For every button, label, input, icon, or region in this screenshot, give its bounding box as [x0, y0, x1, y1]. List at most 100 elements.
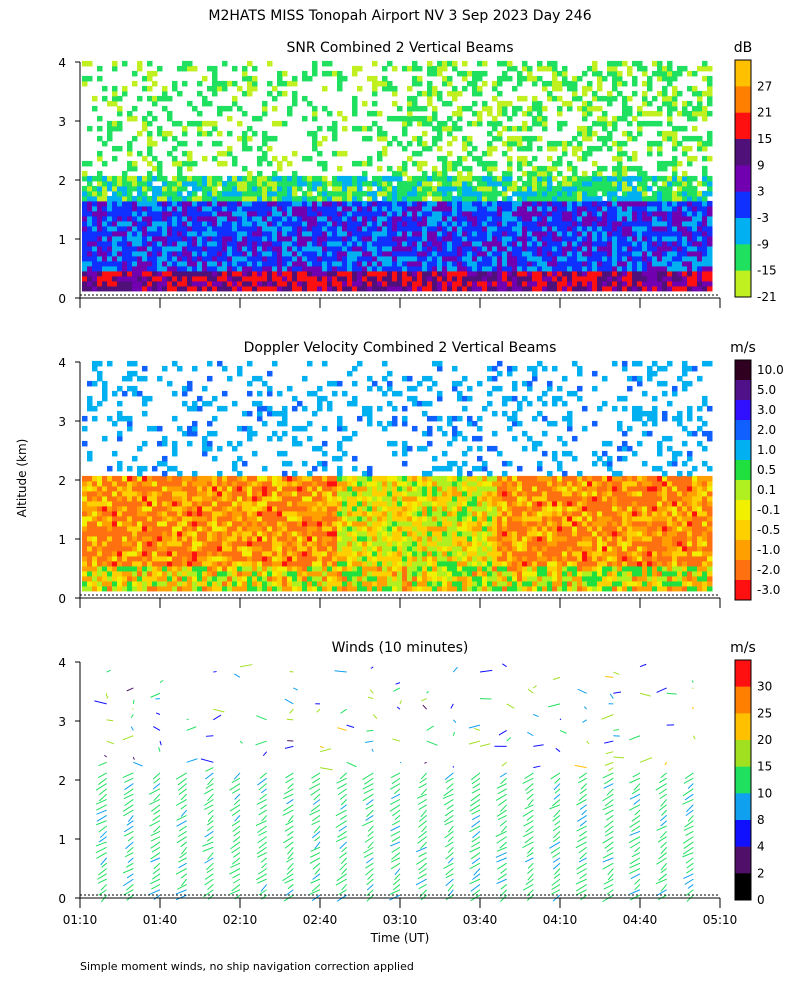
heatmap-cell — [172, 415, 178, 422]
heatmap-cell — [522, 75, 528, 82]
heatmap-cell — [242, 280, 248, 287]
heatmap-cell — [527, 110, 533, 117]
heatmap-cell — [392, 280, 398, 287]
heatmap-cell — [447, 250, 453, 257]
heatmap-cell — [512, 270, 518, 277]
heatmap-cell — [527, 240, 533, 247]
heatmap-cell — [237, 440, 243, 447]
heatmap-cell — [707, 135, 713, 142]
heatmap-cell — [627, 105, 633, 112]
heatmap-cell — [142, 265, 148, 272]
heatmap-cell — [92, 365, 98, 372]
heatmap-cell — [622, 230, 628, 237]
heatmap-cell — [497, 110, 503, 117]
heatmap-cell — [82, 550, 88, 557]
heatmap-cell — [402, 115, 408, 122]
heatmap-cell — [537, 240, 543, 247]
heatmap-cell — [657, 150, 663, 157]
heatmap-cell — [697, 110, 703, 117]
heatmap-cell — [267, 240, 273, 247]
heatmap-cell — [117, 580, 123, 587]
heatmap-cell — [647, 110, 653, 117]
heatmap-cell — [177, 470, 183, 477]
heatmap-cell — [437, 195, 443, 202]
heatmap-cell — [687, 280, 693, 287]
heatmap-cell — [102, 285, 108, 292]
heatmap-cell — [427, 70, 433, 77]
heatmap-cell — [577, 205, 583, 212]
heatmap-cell — [397, 205, 403, 212]
heatmap-cell — [352, 195, 358, 202]
heatmap-cell — [672, 240, 678, 247]
heatmap-cell — [617, 280, 623, 287]
heatmap-cell — [197, 275, 203, 282]
heatmap-cell — [707, 90, 713, 97]
heatmap-cell — [87, 535, 93, 542]
heatmap-cell — [687, 145, 693, 152]
heatmap-cell — [372, 270, 378, 277]
heatmap-cell — [567, 160, 573, 167]
heatmap-cell — [297, 225, 303, 232]
heatmap-cell — [172, 245, 178, 252]
heatmap-cell — [462, 105, 468, 112]
heatmap-cell — [127, 230, 133, 237]
heatmap-cell — [202, 525, 208, 532]
heatmap-cell — [337, 225, 343, 232]
heatmap-cell — [402, 165, 408, 172]
heatmap-cell — [202, 535, 208, 542]
heatmap-cell — [442, 190, 448, 197]
heatmap-cell — [237, 480, 243, 487]
heatmap-cell — [497, 230, 503, 237]
heatmap-cell — [82, 560, 88, 567]
heatmap-cell — [617, 215, 623, 222]
heatmap-cell — [687, 110, 693, 117]
heatmap-cell — [247, 175, 253, 182]
heatmap-cell — [292, 235, 298, 242]
heatmap-cell — [567, 185, 573, 192]
heatmap-cell — [452, 160, 458, 167]
heatmap-cell — [422, 245, 428, 252]
heatmap-cell — [162, 565, 168, 572]
heatmap-cell — [647, 260, 653, 267]
heatmap-cell — [457, 125, 463, 132]
heatmap-cell — [142, 465, 148, 472]
heatmap-cell — [332, 185, 338, 192]
heatmap-cell — [352, 225, 358, 232]
heatmap-cell — [142, 525, 148, 532]
heatmap-cell — [382, 255, 388, 262]
heatmap-cell — [242, 260, 248, 267]
heatmap-cell — [212, 175, 218, 182]
heatmap-cell — [117, 235, 123, 242]
heatmap-cell — [482, 245, 488, 252]
heatmap-cell — [97, 235, 103, 242]
heatmap-cell — [512, 135, 518, 142]
heatmap-cell — [602, 120, 608, 127]
heatmap-cell — [212, 585, 218, 592]
heatmap-cell — [357, 200, 363, 207]
heatmap-cell — [197, 510, 203, 517]
heatmap-cell — [267, 490, 273, 497]
heatmap-cell — [232, 545, 238, 552]
heatmap-cell — [632, 260, 638, 267]
heatmap-cell — [472, 200, 478, 207]
heatmap-cell — [262, 515, 268, 522]
heatmap-cell — [272, 240, 278, 247]
heatmap-cell — [592, 215, 598, 222]
heatmap-cell — [142, 540, 148, 547]
heatmap-cell — [267, 540, 273, 547]
heatmap-cell — [127, 545, 133, 552]
heatmap-cell — [547, 250, 553, 257]
heatmap-cell — [177, 365, 183, 372]
heatmap-cell — [97, 535, 103, 542]
heatmap-cell — [217, 550, 223, 557]
heatmap-cell — [507, 210, 513, 217]
heatmap-cell — [262, 235, 268, 242]
heatmap-cell — [97, 525, 103, 532]
heatmap-cell — [217, 220, 223, 227]
heatmap-cell — [162, 130, 168, 137]
colorbar-swatch — [735, 244, 751, 271]
heatmap-cell — [677, 230, 683, 237]
heatmap-cell — [312, 195, 318, 202]
heatmap-cell — [147, 175, 153, 182]
heatmap-cell — [137, 200, 143, 207]
